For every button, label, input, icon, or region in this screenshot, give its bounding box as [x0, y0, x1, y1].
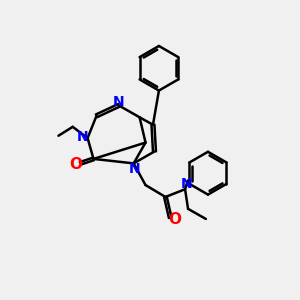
Text: N: N — [181, 177, 192, 191]
Text: O: O — [168, 212, 181, 227]
Text: O: O — [69, 158, 82, 172]
Text: N: N — [113, 95, 124, 109]
Text: N: N — [77, 130, 88, 144]
Text: N: N — [128, 162, 140, 176]
